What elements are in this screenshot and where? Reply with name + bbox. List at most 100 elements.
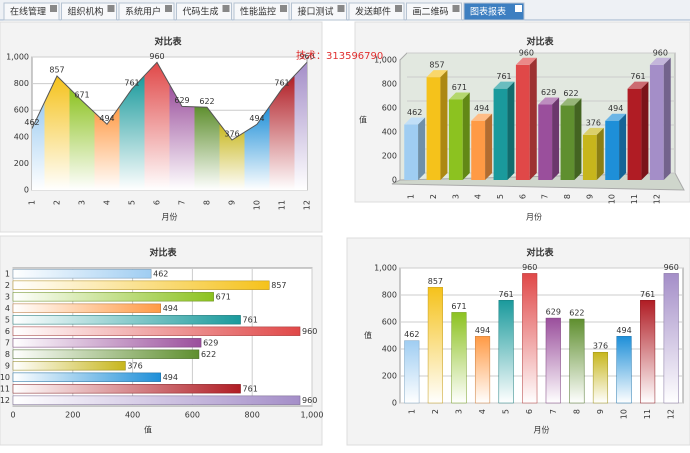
tab-close[interactable] bbox=[395, 5, 402, 12]
tab[interactable]: 接口测试 bbox=[291, 2, 347, 21]
x-tick-label: 12 bbox=[303, 200, 312, 210]
data-label: 494 bbox=[474, 104, 489, 113]
bar bbox=[12, 303, 161, 313]
bar-side bbox=[663, 57, 671, 180]
y-tick-label: 5 bbox=[5, 315, 10, 324]
data-label: 857 bbox=[271, 281, 286, 290]
x-tick-label: 12 bbox=[667, 409, 676, 419]
bar-3d bbox=[426, 70, 448, 180]
bar-front bbox=[404, 124, 419, 180]
x-axis-label: 月份 bbox=[162, 212, 178, 222]
bar-side bbox=[462, 92, 470, 180]
tab[interactable]: 图表报表 bbox=[463, 2, 525, 21]
x-tick-label: 6 bbox=[153, 200, 162, 205]
tab[interactable]: 系统用户 bbox=[118, 2, 175, 21]
x-axis-label: 月份 bbox=[534, 425, 550, 435]
tab-close[interactable] bbox=[280, 5, 287, 12]
area-segment bbox=[94, 106, 120, 190]
area-segment bbox=[219, 123, 245, 190]
x-tick-label: 3 bbox=[451, 194, 460, 199]
bar-front bbox=[560, 105, 575, 180]
data-label: 671 bbox=[216, 292, 231, 301]
bar bbox=[592, 351, 609, 404]
bar-side bbox=[596, 127, 604, 180]
chart-title: 对比表 bbox=[526, 36, 554, 48]
tab-label: 在线管理 bbox=[10, 6, 46, 18]
bar-top bbox=[448, 92, 470, 100]
tab-close[interactable] bbox=[222, 5, 230, 12]
tab[interactable]: 在线管理 bbox=[3, 2, 60, 21]
x-tick-label: 10 bbox=[253, 200, 262, 210]
bar bbox=[12, 384, 241, 394]
tab-close[interactable] bbox=[107, 5, 115, 12]
x-tick-label: 400 bbox=[125, 411, 140, 420]
bar bbox=[12, 326, 301, 336]
tab-background bbox=[118, 2, 175, 21]
chart: 对比表月份02004006008001,00046218572671349447… bbox=[6, 36, 315, 222]
y-tick-label: 1,000 bbox=[374, 264, 397, 273]
tab-background bbox=[406, 2, 462, 21]
x-tick-label: 4 bbox=[478, 409, 487, 414]
tab[interactable]: 发送邮件 bbox=[348, 2, 405, 21]
tab-label: 系统用户 bbox=[125, 6, 161, 18]
bar-side bbox=[529, 57, 537, 180]
tab-close[interactable] bbox=[452, 5, 460, 12]
x-tick-label: 2 bbox=[53, 200, 62, 205]
tab-close[interactable] bbox=[165, 5, 172, 12]
x-tick-label: 0 bbox=[10, 411, 15, 420]
tab-background bbox=[348, 2, 405, 21]
tab[interactable]: 组织机构 bbox=[61, 2, 117, 21]
data-label: 376 bbox=[224, 129, 239, 138]
bar-front bbox=[448, 99, 463, 180]
data-label: 622 bbox=[201, 350, 216, 359]
data-label: 629 bbox=[174, 96, 189, 105]
data-label: 629 bbox=[546, 308, 561, 317]
bar-top bbox=[426, 70, 448, 78]
bar-top bbox=[515, 57, 537, 65]
data-label: 761 bbox=[243, 384, 258, 393]
data-label: 462 bbox=[407, 108, 422, 117]
bar-top bbox=[471, 113, 493, 121]
chart-title: 对比表 bbox=[154, 36, 182, 48]
x-tick-label: 7 bbox=[178, 200, 187, 205]
tab-close[interactable] bbox=[50, 5, 57, 12]
data-label: 494 bbox=[163, 304, 178, 313]
bar-top bbox=[404, 117, 426, 125]
tab-background bbox=[291, 2, 347, 21]
bar-front bbox=[471, 120, 486, 180]
x-tick-label: 9 bbox=[228, 200, 237, 205]
data-label: 494 bbox=[475, 326, 490, 335]
data-label: 494 bbox=[99, 114, 114, 123]
x-tick-label: 3 bbox=[78, 200, 87, 205]
bar bbox=[522, 273, 538, 404]
area-segment bbox=[144, 62, 170, 190]
data-label: 462 bbox=[24, 118, 39, 127]
tab[interactable]: 性能监控 bbox=[233, 2, 290, 21]
x-tick-label: 8 bbox=[572, 409, 581, 414]
bar-3d bbox=[471, 113, 493, 180]
y-tick-label: 800 bbox=[382, 80, 397, 89]
area-segment bbox=[169, 84, 195, 190]
tab[interactable]: 画二维码 bbox=[406, 2, 462, 21]
tab-close[interactable] bbox=[337, 5, 345, 12]
tab-label: 性能监控 bbox=[240, 6, 276, 18]
y-tick-label: 1,000 bbox=[374, 56, 397, 65]
x-tick-label: 9 bbox=[585, 194, 594, 199]
area-segment bbox=[294, 62, 307, 190]
x-tick-label: 10 bbox=[608, 194, 617, 204]
x-tick-label: 6 bbox=[518, 194, 527, 199]
bar-3d bbox=[493, 81, 515, 180]
x-tick-label: 8 bbox=[203, 200, 212, 205]
watermark: 技术：313596790 bbox=[296, 49, 383, 62]
tab[interactable]: 代码生成 bbox=[176, 2, 232, 21]
area-segment bbox=[119, 75, 145, 190]
bar bbox=[12, 292, 214, 302]
bar bbox=[545, 317, 561, 404]
data-label: 376 bbox=[586, 118, 601, 127]
x-tick-label: 1 bbox=[28, 200, 37, 205]
y-tick-label: 200 bbox=[14, 159, 29, 168]
x-tick-label: 7 bbox=[549, 409, 558, 414]
y-tick-label: 11 bbox=[0, 384, 10, 393]
tab-close[interactable] bbox=[515, 5, 522, 12]
